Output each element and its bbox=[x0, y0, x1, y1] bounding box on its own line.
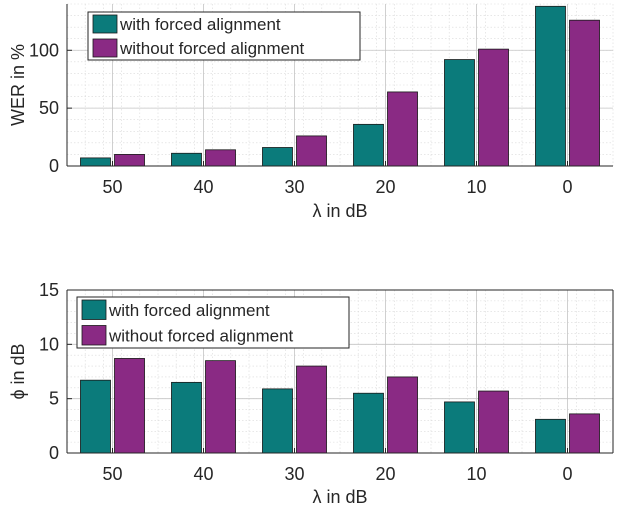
bar-without-forced-alignment bbox=[205, 149, 236, 167]
y-tick-label: 15 bbox=[39, 280, 59, 300]
legend-box bbox=[76, 296, 350, 349]
x-axis-label: λ in dB bbox=[312, 201, 367, 221]
x-tick-label: 0 bbox=[562, 177, 572, 197]
bar-without-forced-alignment bbox=[296, 365, 327, 454]
legend-label: with forced alignment bbox=[108, 301, 270, 320]
x-tick-label: 40 bbox=[193, 464, 213, 484]
bar-without-forced-alignment bbox=[387, 376, 418, 454]
x-tick-label: 10 bbox=[466, 177, 486, 197]
bar-with-forced-alignment bbox=[444, 401, 475, 454]
x-tick-label: 20 bbox=[375, 177, 395, 197]
legend-swatch bbox=[81, 299, 107, 320]
y-tick-label: 0 bbox=[49, 443, 59, 463]
bar-with-forced-alignment bbox=[171, 381, 202, 454]
legend-swatch bbox=[92, 38, 118, 58]
bar-with-forced-alignment bbox=[80, 157, 111, 167]
x-axis-label: λ in dB bbox=[312, 487, 367, 507]
bar-with-forced-alignment bbox=[535, 5, 566, 167]
y-tick-label: 50 bbox=[39, 98, 59, 118]
bar-with-forced-alignment bbox=[262, 147, 293, 167]
bar-without-forced-alignment bbox=[296, 135, 327, 167]
x-tick-label: 40 bbox=[193, 177, 213, 197]
x-tick-label: 0 bbox=[562, 464, 572, 484]
y-tick-label: 5 bbox=[49, 389, 59, 409]
bar-without-forced-alignment bbox=[114, 358, 145, 454]
bar-without-forced-alignment bbox=[478, 48, 509, 167]
x-tick-label: 30 bbox=[284, 464, 304, 484]
x-tick-label: 20 bbox=[375, 464, 395, 484]
y-tick-label: 0 bbox=[49, 156, 59, 176]
x-tick-label: 50 bbox=[102, 464, 122, 484]
legend-swatch bbox=[92, 14, 118, 34]
bar-without-forced-alignment bbox=[478, 390, 509, 454]
legend-swatch bbox=[81, 325, 107, 346]
y-tick-label: 10 bbox=[39, 334, 59, 354]
x-tick-label: 10 bbox=[466, 464, 486, 484]
bar-with-forced-alignment bbox=[171, 152, 202, 167]
bar-with-forced-alignment bbox=[444, 59, 475, 167]
x-tick-label: 50 bbox=[102, 177, 122, 197]
legend-label: without forced alignment bbox=[119, 39, 305, 58]
phi-chart: 0 5 10 15 50 40 30 20 10 0 λ in dB ϕ in dB with forc… bbox=[8, 280, 614, 507]
bar-without-forced-alignment bbox=[114, 154, 145, 167]
bar-without-forced-alignment bbox=[387, 91, 418, 167]
y-axis-label: ϕ in dB bbox=[8, 343, 28, 399]
bar-with-forced-alignment bbox=[80, 379, 111, 454]
y-axis-label: WER in % bbox=[8, 44, 28, 126]
bar-with-forced-alignment bbox=[535, 418, 566, 454]
bar-without-forced-alignment bbox=[205, 360, 236, 454]
bar-without-forced-alignment bbox=[569, 19, 600, 167]
legend-box bbox=[87, 11, 361, 61]
bar-with-forced-alignment bbox=[262, 388, 293, 454]
legend-label: with forced alignment bbox=[119, 15, 281, 34]
bar-with-forced-alignment bbox=[353, 123, 384, 167]
legend-label: without forced alignment bbox=[108, 326, 294, 345]
x-tick-label: 30 bbox=[284, 177, 304, 197]
bar-with-forced-alignment bbox=[353, 392, 384, 454]
bar-without-forced-alignment bbox=[569, 413, 600, 454]
y-tick-label: 100 bbox=[29, 40, 59, 60]
